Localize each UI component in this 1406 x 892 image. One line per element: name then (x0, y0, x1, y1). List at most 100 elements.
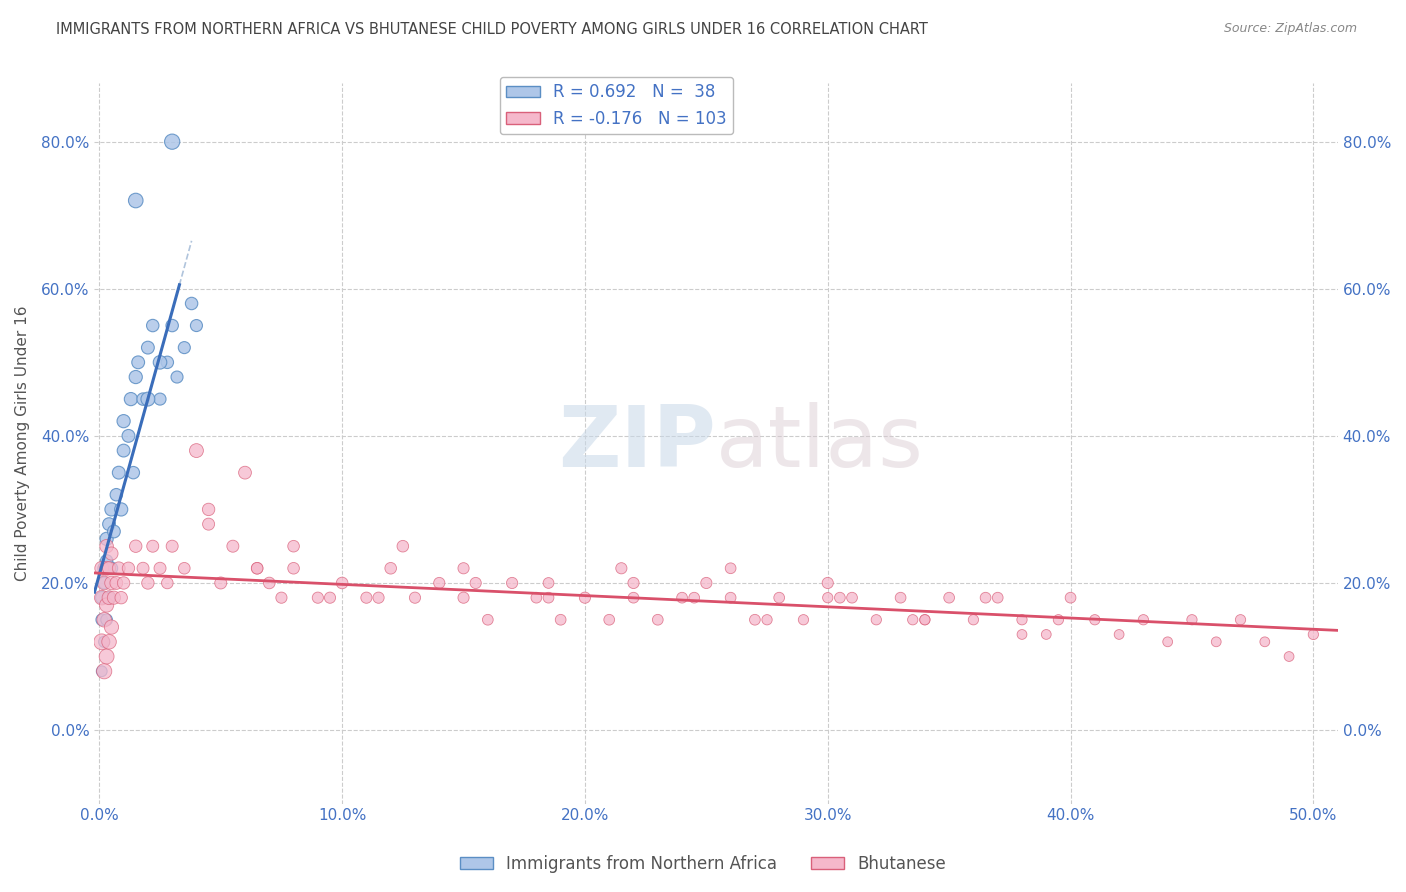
Point (1229, 613, 1251, 627)
Point (166, 370, 188, 384)
Point (186, 443, 208, 458)
Point (367, 591, 389, 605)
Point (427, 576, 450, 591)
Point (1011, 627, 1033, 641)
Point (1278, 649, 1301, 664)
Point (100, 620, 122, 634)
Point (197, 502, 219, 516)
Point (768, 591, 790, 605)
Point (537, 591, 560, 605)
Point (197, 517, 219, 532)
Point (792, 613, 814, 627)
Point (623, 591, 645, 605)
Point (98, 635, 121, 649)
Point (914, 613, 936, 627)
Point (149, 561, 172, 575)
Point (136, 392, 159, 406)
Point (90, 561, 112, 575)
Point (120, 392, 142, 406)
Point (173, 341, 195, 355)
Point (136, 576, 159, 591)
Text: Source: ZipAtlas.com: Source: ZipAtlas.com (1223, 22, 1357, 36)
Point (841, 591, 863, 605)
Point (149, 392, 172, 406)
Point (720, 561, 742, 575)
Point (142, 539, 165, 553)
Point (890, 591, 912, 605)
Point (683, 591, 706, 605)
Point (100, 502, 122, 516)
Point (404, 591, 426, 605)
Point (283, 539, 305, 553)
Point (598, 613, 620, 627)
Text: atlas: atlas (716, 401, 924, 484)
Point (246, 561, 269, 575)
Point (160, 318, 183, 333)
Point (319, 591, 342, 605)
Point (1059, 591, 1081, 605)
Point (1084, 613, 1107, 627)
Point (160, 539, 183, 553)
Point (105, 576, 128, 591)
Point (125, 194, 148, 208)
Point (98, 561, 121, 575)
Point (356, 591, 378, 605)
Legend: Immigrants from Northern Africa, Bhutanese: Immigrants from Northern Africa, Bhutane… (453, 848, 953, 880)
Point (647, 613, 669, 627)
Point (828, 591, 851, 605)
Point (1181, 613, 1204, 627)
Point (112, 414, 135, 428)
Point (96, 649, 118, 664)
Point (110, 591, 132, 605)
Point (610, 561, 633, 575)
Point (901, 613, 924, 627)
Point (98, 591, 121, 605)
Point (1156, 635, 1178, 649)
Point (96, 561, 118, 575)
Point (180, 296, 202, 310)
Point (477, 613, 499, 627)
Point (98, 517, 121, 532)
Point (100, 561, 122, 575)
Point (962, 613, 984, 627)
Point (93, 635, 115, 649)
Point (96, 598, 118, 612)
Point (93, 576, 115, 591)
Point (112, 576, 135, 591)
Point (117, 429, 139, 443)
Point (90, 591, 112, 605)
Point (136, 341, 159, 355)
Point (974, 591, 997, 605)
Point (209, 576, 232, 591)
Point (720, 591, 742, 605)
Point (380, 561, 402, 575)
Point (93, 561, 115, 575)
Point (103, 591, 125, 605)
Text: IMMIGRANTS FROM NORTHERN AFRICA VS BHUTANESE CHILD POVERTY AMONG GIRLS UNDER 16 : IMMIGRANTS FROM NORTHERN AFRICA VS BHUTA… (56, 22, 928, 37)
Point (987, 591, 1010, 605)
Point (744, 613, 766, 627)
Point (132, 392, 155, 406)
Point (103, 524, 125, 539)
Point (125, 370, 148, 384)
Point (756, 613, 779, 627)
Point (464, 576, 486, 591)
Point (90, 635, 112, 649)
Point (173, 561, 195, 575)
Point (524, 591, 547, 605)
Point (246, 561, 269, 575)
Point (93, 665, 115, 679)
Point (98, 591, 121, 605)
Point (233, 466, 256, 480)
Point (125, 539, 148, 553)
Point (817, 576, 839, 591)
Point (817, 591, 839, 605)
Point (186, 318, 208, 333)
Point (100, 547, 122, 561)
Point (100, 576, 122, 591)
Point (623, 576, 645, 591)
Legend: R = 0.692   N =  38, R = -0.176   N = 103: R = 0.692 N = 38, R = -0.176 N = 103 (499, 77, 734, 135)
Point (270, 591, 292, 605)
Point (550, 613, 572, 627)
Point (307, 591, 329, 605)
